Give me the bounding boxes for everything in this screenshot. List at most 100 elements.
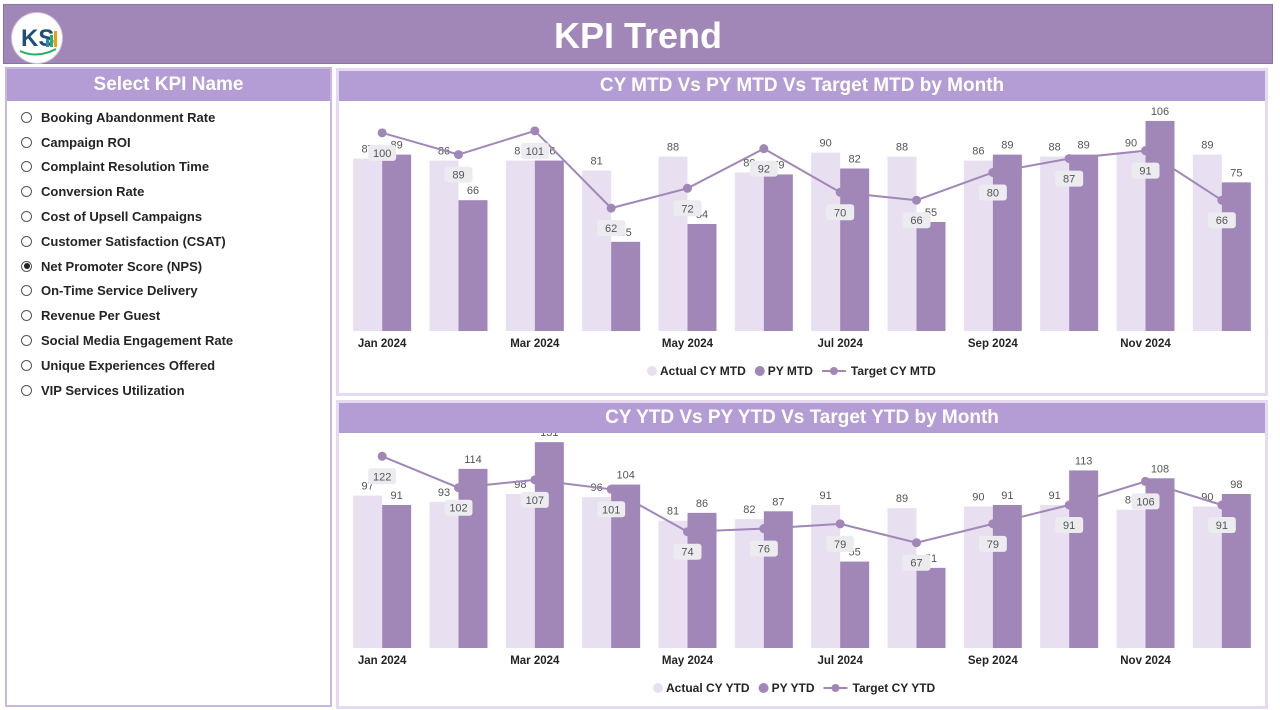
radio-icon[interactable] <box>21 111 32 123</box>
py-bar[interactable] <box>992 154 1022 331</box>
target-point[interactable] <box>835 519 845 529</box>
actual-bar[interactable] <box>505 494 535 648</box>
actual-bar[interactable] <box>734 519 764 648</box>
target-point[interactable] <box>530 475 540 485</box>
py-bar[interactable] <box>992 505 1022 648</box>
target-point[interactable] <box>1141 146 1150 156</box>
radio-icon[interactable] <box>21 211 32 223</box>
target-point[interactable] <box>759 144 769 154</box>
radio-icon[interactable] <box>21 310 32 322</box>
slicer-item[interactable]: Revenue Per Guest <box>21 303 330 328</box>
actual-bar[interactable] <box>811 152 841 331</box>
radio-icon[interactable] <box>21 235 32 247</box>
slicer-item[interactable]: Customer Satisfaction (CSAT) <box>21 229 330 254</box>
slicer-item[interactable]: Unique Experiences Offered <box>21 353 330 378</box>
py-bar[interactable] <box>534 442 564 648</box>
radio-icon[interactable] <box>21 285 32 297</box>
py-bar[interactable] <box>534 160 564 331</box>
radio-icon[interactable] <box>21 359 32 371</box>
target-point[interactable] <box>377 451 387 461</box>
py-bar[interactable] <box>763 174 793 331</box>
target-point[interactable] <box>1217 195 1227 205</box>
py-bar[interactable] <box>916 567 946 648</box>
py-bar[interactable] <box>382 505 412 648</box>
target-point[interactable] <box>530 126 540 136</box>
actual-bar[interactable] <box>887 508 917 648</box>
slicer-item[interactable]: VIP Services Utilization <box>21 378 330 403</box>
x-tick-label: Jul 2024 <box>817 655 863 667</box>
target-point[interactable] <box>1141 476 1150 486</box>
target-data-label: 106 <box>1136 496 1154 508</box>
actual-bar[interactable] <box>1116 509 1146 648</box>
target-point[interactable] <box>988 167 998 177</box>
legend-marker <box>829 367 838 375</box>
slicer-item[interactable]: Social Media Engagement Rate <box>21 328 330 353</box>
actual-bar[interactable] <box>1116 152 1146 331</box>
actual-bar[interactable] <box>582 170 612 331</box>
actual-bar[interactable] <box>505 160 535 331</box>
target-point[interactable] <box>377 128 387 138</box>
slicer-item[interactable]: Booking Abandonment Rate <box>21 105 330 130</box>
py-data-label: 91 <box>391 490 403 502</box>
radio-icon[interactable] <box>21 335 32 347</box>
actual-bar[interactable] <box>429 160 459 331</box>
py-bar[interactable] <box>763 511 793 648</box>
slicer-item[interactable]: Net Promoter Score (NPS) <box>21 254 330 279</box>
chart-legend: Actual CY MTD PY MTD Target CY MTD <box>647 364 936 378</box>
actual-bar[interactable] <box>582 497 612 648</box>
py-bar[interactable] <box>1145 120 1175 331</box>
target-point[interactable] <box>683 527 692 537</box>
target-point[interactable] <box>912 195 921 205</box>
actual-bar[interactable] <box>811 505 841 648</box>
py-bar[interactable] <box>840 561 870 648</box>
py-data-label: 104 <box>616 470 634 482</box>
radio-icon[interactable] <box>21 384 32 396</box>
target-point[interactable] <box>1064 154 1074 164</box>
target-point[interactable] <box>454 483 463 493</box>
logo-mark-icon: KS <box>19 25 57 56</box>
py-data-label: 87 <box>772 496 784 508</box>
target-point[interactable] <box>1064 500 1074 510</box>
slicer-item[interactable]: Cost of Upsell Campaigns <box>21 204 330 229</box>
actual-bar[interactable] <box>658 156 688 331</box>
actual-bar[interactable] <box>658 520 688 648</box>
slicer-item[interactable]: Complaint Resolution Time <box>21 155 330 180</box>
target-label-bg <box>444 166 473 183</box>
radio-icon[interactable] <box>21 186 32 198</box>
target-label-bg <box>597 501 626 518</box>
radio-icon[interactable] <box>21 161 32 173</box>
py-bar[interactable] <box>1221 182 1251 331</box>
actual-bar[interactable] <box>1192 154 1222 331</box>
slicer-item[interactable]: Conversion Rate <box>21 179 330 204</box>
py-bar[interactable] <box>382 154 412 331</box>
py-bar[interactable] <box>458 468 488 648</box>
slicer-item[interactable]: On-Time Service Delivery <box>21 279 330 304</box>
actual-bar[interactable] <box>429 501 459 648</box>
radio-selected-icon[interactable] <box>21 260 32 272</box>
slicer-item[interactable]: Campaign ROI <box>21 130 330 155</box>
target-point[interactable] <box>988 519 998 529</box>
py-bar[interactable] <box>458 200 488 331</box>
py-bar[interactable] <box>687 223 717 331</box>
py-bar[interactable] <box>916 222 946 331</box>
target-point[interactable] <box>606 484 616 494</box>
target-point[interactable] <box>835 187 845 197</box>
actual-bar[interactable] <box>887 156 917 331</box>
py-data-label: 86 <box>696 498 708 510</box>
actual-data-label: 93 <box>438 487 450 499</box>
target-point[interactable] <box>1217 500 1227 510</box>
actual-bar[interactable] <box>734 172 764 331</box>
target-point[interactable] <box>454 150 463 160</box>
py-bar[interactable] <box>611 241 641 331</box>
target-point[interactable] <box>912 538 921 548</box>
py-bar[interactable] <box>687 512 717 648</box>
target-data-label: 66 <box>1216 215 1228 227</box>
actual-bar[interactable] <box>353 158 383 331</box>
legend-label: Target CY MTD <box>851 364 936 378</box>
target-point[interactable] <box>683 183 692 193</box>
target-point[interactable] <box>606 203 616 213</box>
actual-bar[interactable] <box>353 495 383 648</box>
target-label-bg <box>749 160 778 177</box>
radio-icon[interactable] <box>21 136 32 148</box>
target-point[interactable] <box>759 524 769 534</box>
